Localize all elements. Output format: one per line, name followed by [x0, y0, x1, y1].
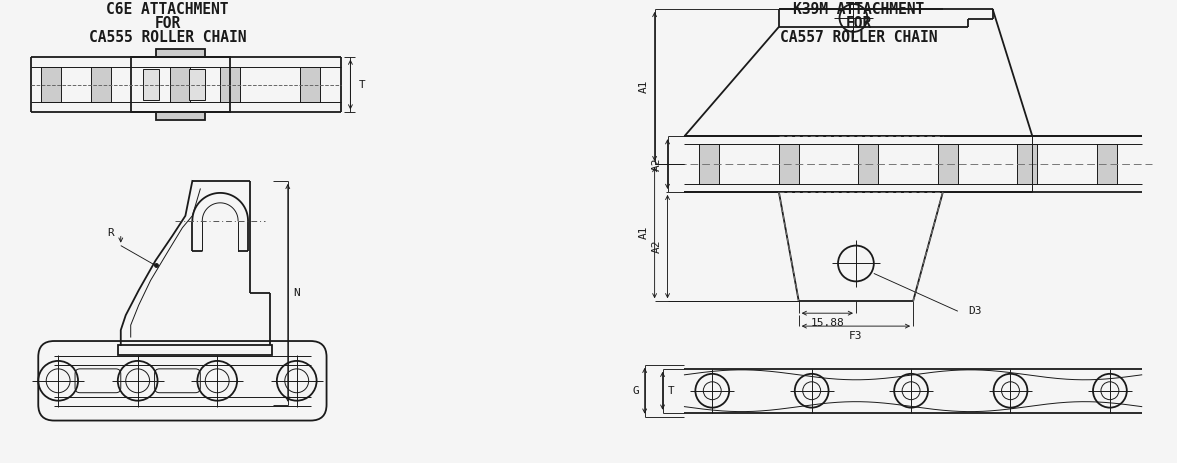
Bar	[131, 56, 231, 113]
Bar	[220, 67, 240, 102]
Text: A2: A2	[652, 240, 661, 253]
Bar	[779, 144, 799, 184]
Text: A2: A2	[652, 157, 661, 171]
Bar	[155, 113, 205, 120]
Bar	[300, 67, 320, 102]
Text: K39M ATTACHMENT: K39M ATTACHMENT	[793, 2, 924, 18]
Bar	[142, 69, 159, 100]
Text: CA557 ROLLER CHAIN: CA557 ROLLER CHAIN	[779, 30, 937, 45]
Bar	[91, 67, 111, 102]
Text: A1: A1	[639, 226, 649, 239]
Bar	[858, 144, 878, 184]
Bar	[118, 345, 272, 355]
Text: C6E ATTACHMENT: C6E ATTACHMENT	[106, 2, 228, 18]
Text: CA555 ROLLER CHAIN: CA555 ROLLER CHAIN	[88, 30, 246, 45]
Bar	[1097, 144, 1117, 184]
Text: FOR: FOR	[154, 16, 180, 31]
Bar	[189, 69, 205, 100]
Bar	[699, 144, 719, 184]
Bar	[1017, 144, 1037, 184]
Text: T: T	[667, 386, 674, 396]
Bar	[155, 49, 205, 56]
Text: R: R	[107, 228, 114, 238]
Bar	[938, 144, 958, 184]
Text: G: G	[633, 386, 639, 396]
Text: T: T	[358, 80, 365, 89]
Text: FOR: FOR	[845, 16, 871, 31]
Text: A1: A1	[639, 80, 649, 93]
Text: F3: F3	[849, 331, 863, 341]
Bar	[41, 67, 61, 102]
Text: 15.88: 15.88	[811, 318, 844, 328]
Text: D3: D3	[967, 306, 982, 316]
Text: N: N	[294, 288, 300, 298]
Bar	[171, 67, 191, 102]
